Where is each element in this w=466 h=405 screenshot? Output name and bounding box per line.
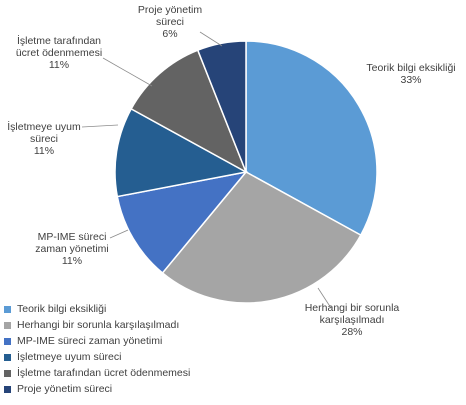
- legend-item: Teorik bilgi eksikliği: [4, 301, 190, 317]
- pie-slice: [196, 40, 247, 173]
- pie-slice: [245, 40, 378, 237]
- legend-item: İşletme tarafından ücret ödenmemesi: [4, 365, 190, 381]
- slice-data-label: Teorik bilgi eksikliği 33%: [366, 62, 455, 86]
- leader-lines: [81, 31, 332, 309]
- legend-swatch: [4, 385, 11, 393]
- pie-slice: [130, 49, 248, 174]
- legend-swatch: [4, 353, 11, 361]
- legend-item: Herhangi bir sorunla karşılaşılmadı: [4, 317, 190, 333]
- legend-swatch: [4, 369, 11, 377]
- legend-label: Herhangi bir sorunla karşılaşılmadı: [17, 319, 180, 331]
- slice-labels: Teorik bilgi eksikliği 33% Herhangi bir so…: [7, 4, 455, 338]
- pie-slices: [114, 40, 378, 304]
- legend-label: Proje yönetim süreci: [17, 383, 113, 395]
- leader-line: [102, 57, 153, 87]
- legend-swatch: [4, 305, 11, 313]
- legend-item: Proje yönetim süreci: [4, 381, 190, 397]
- leader-line: [81, 124, 119, 128]
- legend-item: İşletmeye uyum süreci: [4, 349, 190, 365]
- leader-line: [317, 287, 332, 309]
- slice-data-label: Herhangi bir sorunla karşılaşılmadı 28%: [305, 302, 400, 338]
- pie-slice: [116, 170, 248, 274]
- slice-data-label: Proje yönetim süreci 6%: [138, 4, 202, 40]
- legend-label: Teorik bilgi eksikliği: [17, 303, 107, 315]
- legend-label: İşletmeye uyum süreci: [17, 351, 122, 363]
- legend-label: İşletme tarafından ücret ödenmemesi: [17, 367, 191, 379]
- slice-data-label: İşletmeye uyum süreci 11%: [7, 120, 81, 157]
- legend-label: MP-IME süreci zaman yönetimi: [17, 335, 163, 347]
- legend-swatch: [4, 337, 11, 345]
- chart-legend: Teorik bilgi eksikliği Herhangi bir sorun…: [4, 301, 190, 397]
- pie-slice: [161, 171, 362, 304]
- leader-line: [199, 31, 223, 47]
- slice-data-label: İşletme tarafından ücret ödenmemesi 11%: [16, 34, 102, 71]
- slice-data-label: MP-IME süreci zaman yönetimi 11%: [35, 231, 109, 267]
- legend-swatch: [4, 321, 11, 329]
- pie-slice: [114, 107, 249, 198]
- leader-line: [109, 229, 129, 239]
- legend-item: MP-IME süreci zaman yönetimi: [4, 333, 190, 349]
